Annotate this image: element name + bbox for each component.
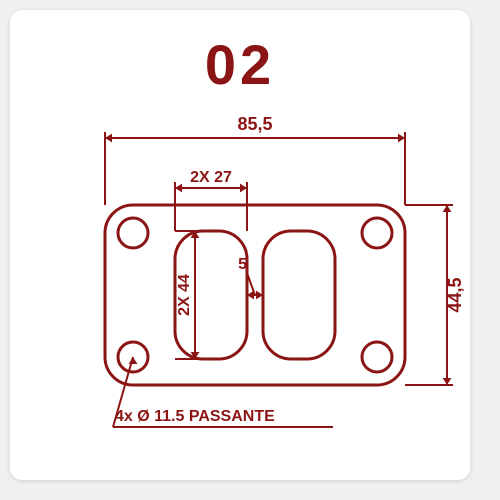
dim-height: 44,5 xyxy=(445,277,465,312)
dim-slot-width: 2X 27 xyxy=(190,169,232,186)
bolt-hole xyxy=(362,342,392,372)
dim-slot-height: 2X 44 xyxy=(176,274,193,316)
port-slot-right xyxy=(263,231,335,359)
drawing-card: 02 85,52X 272X 44544,54x Ø 11.5 PASSANTE xyxy=(10,10,470,480)
bolt-hole xyxy=(362,218,392,248)
bolt-hole xyxy=(118,218,148,248)
technical-drawing: 85,5 2X 27 2X 44 5 44,5 4x Ø 11.5 PASSANTE xyxy=(10,10,470,480)
hole-callout: 4x Ø 11.5 PASSANTE xyxy=(115,408,275,425)
dim-width: 85,5 xyxy=(237,114,272,134)
dim-gap: 5 xyxy=(238,256,247,273)
